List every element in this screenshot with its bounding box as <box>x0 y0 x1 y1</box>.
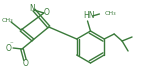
Text: O: O <box>44 8 50 16</box>
Text: CH₃: CH₃ <box>104 10 116 16</box>
Text: N: N <box>29 4 35 12</box>
Text: O: O <box>5 44 11 52</box>
Text: ⁻: ⁻ <box>9 41 13 47</box>
Text: CH₃: CH₃ <box>1 18 13 22</box>
Text: O: O <box>23 60 29 68</box>
Text: HN: HN <box>84 10 95 20</box>
